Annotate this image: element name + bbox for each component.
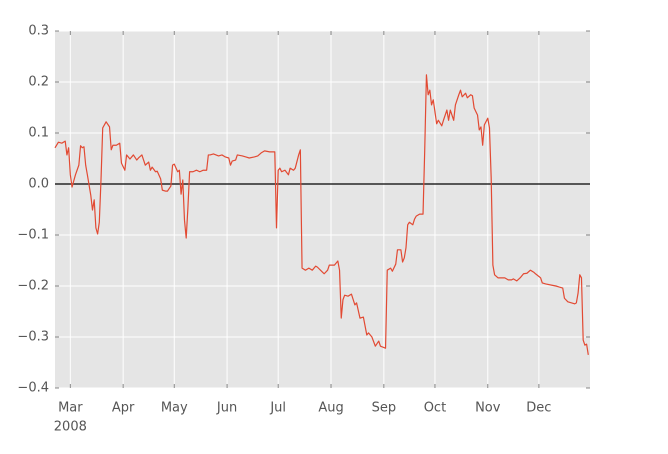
data-line — [54, 74, 589, 355]
x-tick-label: Jun — [216, 401, 237, 416]
x-tick-label: Apr — [112, 401, 135, 416]
x-tick-label: Oct — [424, 401, 446, 416]
y-tick-label: 0.0 — [28, 177, 49, 192]
x-tick-label: May — [161, 401, 188, 416]
y-tick-label: −0.3 — [17, 330, 49, 345]
x-tick-label: Nov — [475, 401, 501, 416]
y-tick-label: −0.1 — [17, 228, 49, 243]
y-tick-label: 0.1 — [28, 126, 49, 141]
x-tick-label: Sep — [372, 401, 397, 416]
x-tick-label: Mar — [58, 401, 83, 416]
y-tick-label: −0.4 — [17, 381, 49, 396]
y-tick-label: −0.2 — [17, 279, 49, 294]
x-year-label: 2008 — [54, 420, 87, 435]
x-tick-label: Aug — [318, 401, 343, 416]
x-tick-label: Jul — [269, 401, 286, 416]
y-tick-label: 0.2 — [28, 75, 49, 90]
plot-background — [55, 31, 590, 388]
x-tick-label: Dec — [526, 401, 551, 416]
y-tick-label: 0.3 — [28, 24, 49, 39]
